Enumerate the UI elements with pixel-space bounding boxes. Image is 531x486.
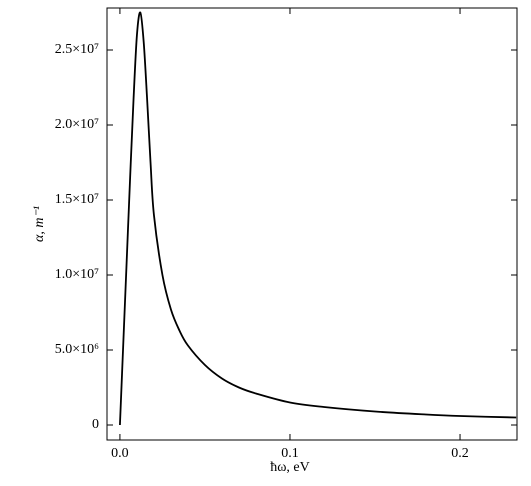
y-tick-label: 2.0×10⁷ [55, 117, 99, 132]
x-tick-label: 0.2 [451, 446, 469, 461]
x-tick-label: 0.1 [281, 446, 299, 461]
data-line [119, 11, 517, 426]
y-tick-label: 0 [92, 417, 99, 432]
x-axis-label: ħω, eV [270, 460, 310, 475]
x-tick-label: 0.0 [111, 446, 129, 461]
y-tick-label: 2.5×10⁷ [55, 42, 99, 57]
y-axis-label: α, m⁻¹ [32, 206, 47, 242]
plot-frame [106, 7, 518, 441]
y-tick-label: 1.0×10⁷ [55, 267, 99, 282]
y-tick-label: 1.5×10⁷ [55, 192, 99, 207]
y-tick-label: 5.0×10⁶ [55, 342, 99, 357]
